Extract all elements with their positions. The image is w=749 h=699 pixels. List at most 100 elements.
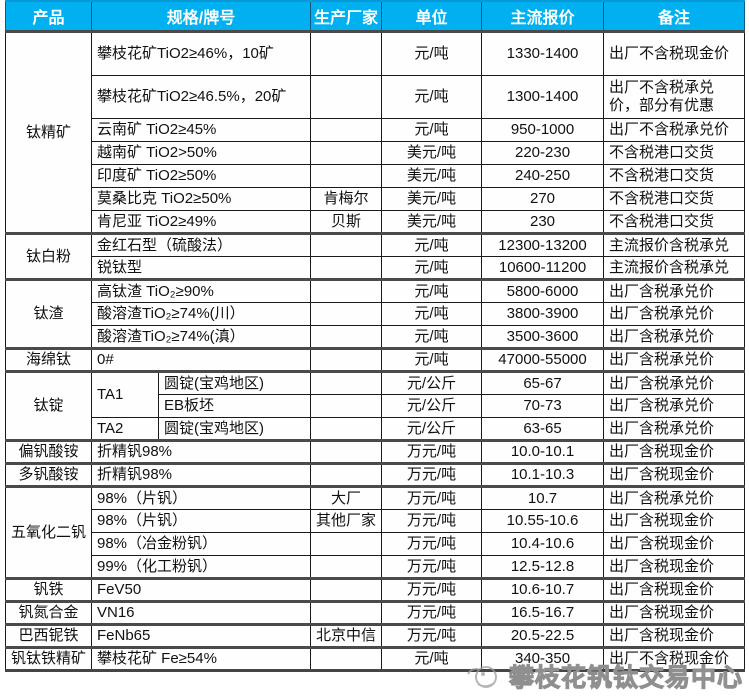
note-cell: 出厂不含税现金价 xyxy=(603,646,746,671)
price-cell: 10.7 xyxy=(481,485,605,510)
note-cell: 出厂含税承兑价 xyxy=(603,417,746,441)
unit-cell: 万元/吨 xyxy=(381,555,483,579)
spec-cell: 圆锭(宝鸡地区) xyxy=(157,370,312,395)
price-cell: 70-73 xyxy=(481,394,605,418)
maker-cell xyxy=(310,646,383,671)
note-cell: 出厂不含税现金价 xyxy=(603,30,746,76)
maker-cell xyxy=(310,75,383,119)
unit-cell: 万元/吨 xyxy=(381,485,483,510)
col-header-unit: 单位 xyxy=(381,0,483,33)
table-row: 98%（冶金粉钒） 万元/吨 10.4-10.6 出厂含税现金价 xyxy=(6,532,746,556)
note-cell: 出厂含税承兑价 xyxy=(603,370,746,395)
table-row: 印度矿 TiO2≥50% 美元/吨 240-250 不含税港口交货 xyxy=(6,164,746,188)
price-cell: 3500-3600 xyxy=(481,325,605,349)
maker-cell: 北京中信 xyxy=(310,623,383,648)
maker-cell xyxy=(310,141,383,165)
spec-cell: 折精钒98% xyxy=(90,439,312,464)
note-cell: 主流报价含税承兑 xyxy=(603,256,746,280)
spec-cell: 莫桑比克 TiO2≥50% xyxy=(90,187,312,211)
table-row: 越南矿 TiO2>50% 美元/吨 220-230 不含税港口交货 xyxy=(6,141,746,165)
unit-cell: 万元/吨 xyxy=(381,623,483,648)
product-cell: 钛渣 xyxy=(5,278,92,349)
note-cell: 出厂含税承兑价 xyxy=(603,325,746,349)
spec-cell: 0# xyxy=(90,347,312,372)
table-row: 钒钛铁精矿 攀枝花矿 Fe≥54% 元/吨 340-350 出厂不含税现金价 xyxy=(5,646,746,671)
table-row: 钛渣 高钛渣 TiO₂≥90% 元/吨 5800-6000 出厂含税承兑价 xyxy=(5,278,746,349)
maker-cell xyxy=(310,394,383,418)
unit-cell: 万元/吨 xyxy=(381,600,483,625)
note-cell: 出厂含税承兑价 xyxy=(603,302,746,326)
table-row: 99%（化工粉钒） 万元/吨 12.5-12.8 出厂含税现金价 xyxy=(6,555,746,579)
price-cell: 950-1000 xyxy=(481,118,605,142)
unit-cell: 万元/吨 xyxy=(381,577,483,602)
unit-cell: 万元/吨 xyxy=(381,532,483,556)
price-cell: 10.6-10.7 xyxy=(481,577,605,602)
maker-cell xyxy=(310,462,383,487)
maker-cell xyxy=(310,325,383,349)
price-cell: 20.5-22.5 xyxy=(481,623,605,648)
spec-cell: 印度矿 TiO2≥50% xyxy=(90,164,312,188)
unit-cell: 元/吨 xyxy=(381,347,483,372)
price-cell: 5800-6000 xyxy=(481,278,605,303)
grade-cell: TA1 xyxy=(91,370,159,418)
product-cell: 五氧化二钒 xyxy=(5,485,92,579)
product-cell: 海绵钛 xyxy=(5,347,92,372)
product-cell: 钒铁 xyxy=(5,577,92,602)
unit-cell: 元/吨 xyxy=(381,118,483,142)
watermark: 攀枝花钒钛交易中心 xyxy=(464,656,743,696)
product-cell: 巴西铌铁 xyxy=(5,623,92,648)
unit-cell: 万元/吨 xyxy=(381,439,483,464)
table-row: EB板坯 元/公斤 70-73 出厂含税承兑价 xyxy=(6,394,746,418)
spec-cell: 99%（化工粉钒） xyxy=(90,555,312,579)
note-cell: 出厂含税现金价 xyxy=(603,439,746,464)
unit-cell: 美元/吨 xyxy=(381,141,483,165)
watermark-text: 攀枝花钒钛交易中心 xyxy=(508,665,743,693)
price-cell: 65-67 xyxy=(481,370,605,395)
spec-cell: FeV50 xyxy=(90,577,312,602)
unit-cell: 元/公斤 xyxy=(381,417,483,441)
note-cell: 不含税港口交货 xyxy=(603,164,746,188)
note-cell: 出厂含税现金价 xyxy=(603,623,746,648)
grade-cell: TA2 xyxy=(91,417,159,441)
product-cell: 多钒酸铵 xyxy=(5,462,92,487)
note-cell: 出厂含税现金价 xyxy=(603,577,746,602)
table-row: 锐钛型 元/吨 10600-11200 主流报价含税承兑 xyxy=(6,256,746,280)
price-cell: 220-230 xyxy=(481,141,605,165)
maker-cell xyxy=(310,532,383,556)
spec-cell: VN16 xyxy=(90,600,312,625)
unit-cell: 元/吨 xyxy=(381,256,483,280)
table-row: 海绵钛 0# 元/吨 47000-55000 出厂含税承兑价 xyxy=(5,347,746,372)
price-cell: 12.5-12.8 xyxy=(481,555,605,579)
col-header-note: 备注 xyxy=(603,0,746,33)
product-cell: 钛锭 xyxy=(5,370,92,441)
spec-cell: 98%（冶金粉钒） xyxy=(90,532,312,556)
maker-cell xyxy=(310,347,383,372)
unit-cell: 元/吨 xyxy=(381,325,483,349)
maker-cell: 大厂 xyxy=(310,485,383,510)
maker-cell xyxy=(310,302,383,326)
unit-cell: 元/吨 xyxy=(381,30,483,76)
table-row: 云南矿 TiO2≥45% 元/吨 950-1000 出厂不含税承兑价 xyxy=(6,118,746,142)
maker-cell xyxy=(310,232,383,257)
maker-cell xyxy=(310,164,383,188)
note-cell: 出厂含税现金价 xyxy=(603,555,746,579)
price-cell: 10600-11200 xyxy=(481,256,605,280)
price-cell: 340-350 xyxy=(481,646,605,671)
price-cell: 63-65 xyxy=(481,417,605,441)
price-table: 产品 规格/牌号 生产厂家 单位 主流报价 备注 钛精矿 攀枝花矿TiO2≥46%… xyxy=(5,0,746,672)
maker-cell xyxy=(310,370,383,395)
table-row: 98%（片钒） 其他厂家 万元/吨 10.55-10.6 出厂含税现金价 xyxy=(6,509,746,533)
unit-cell: 美元/吨 xyxy=(381,187,483,211)
product-cell: 钛精矿 xyxy=(5,30,92,234)
col-header-spec: 规格/牌号 xyxy=(90,0,312,33)
col-header-price: 主流报价 xyxy=(481,0,605,33)
unit-cell: 美元/吨 xyxy=(381,210,483,234)
table-row: 酸溶渣TiO₂≥74%(川） 元/吨 3800-3900 出厂含税承兑价 xyxy=(6,302,746,326)
table-row: 钒氮合金 VN16 万元/吨 16.5-16.7 出厂含税现金价 xyxy=(5,600,746,625)
product-cell: 偏钒酸铵 xyxy=(5,439,92,464)
col-header-product: 产品 xyxy=(5,0,92,33)
table-row: 钛锭 TA1 圆锭(宝鸡地区) 元/公斤 65-67 出厂含税承兑价 xyxy=(5,370,746,441)
spec-cell: EB板坯 xyxy=(157,394,312,418)
product-cell: 钛白粉 xyxy=(5,232,92,280)
unit-cell: 美元/吨 xyxy=(381,164,483,188)
